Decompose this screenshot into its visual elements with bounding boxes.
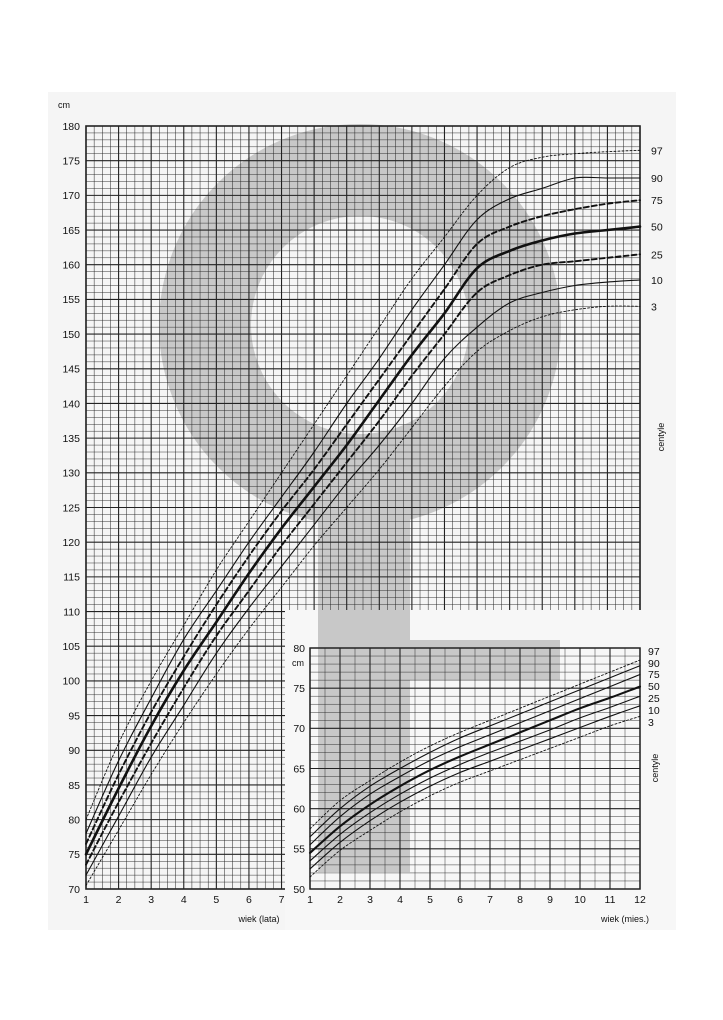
- inset-x-axis-label: wiek (mies.): [600, 914, 649, 924]
- main-centile-label-p75: 75: [651, 195, 663, 207]
- main-x-tick-label: 3: [148, 894, 154, 906]
- main-y-tick-label: 160: [62, 260, 80, 272]
- main-y-tick-label: 150: [62, 329, 80, 341]
- main-centile-label-p10: 10: [651, 275, 663, 287]
- main-y-tick-label: 115: [63, 572, 80, 584]
- inset-y-tick-label: 70: [293, 723, 305, 735]
- main-y-tick-label: 130: [62, 468, 80, 480]
- inset-x-tick-label: 1: [307, 894, 313, 906]
- inset-x-tick-label: 4: [397, 894, 403, 906]
- inset-series-line-p50: [308, 685, 642, 854]
- main-centile-label-p25: 25: [651, 249, 663, 261]
- silhouette-base-inset: [410, 640, 560, 680]
- main-right-axis-label: centyle: [656, 423, 666, 452]
- silhouette-stem-inset: [318, 610, 410, 872]
- inset-right-axis-label: centyle: [650, 754, 660, 783]
- main-y-tick-label: 85: [68, 780, 80, 792]
- main-centile-label-p3: 3: [651, 301, 657, 313]
- main-x-tick-label: 2: [116, 894, 122, 906]
- inset-x-tick-label: 6: [457, 894, 463, 906]
- inset-centile-label-p50: 50: [648, 681, 660, 693]
- inset-x-tick-label: 5: [427, 894, 433, 906]
- main-y-unit-label: cm: [58, 100, 70, 110]
- inset-series-line-p3: [309, 715, 641, 878]
- inset-x-tick-label: 7: [487, 894, 493, 906]
- main-y-tick-label: 155: [62, 294, 80, 306]
- main-y-tick-label: 100: [62, 676, 80, 688]
- inset-series-line-p90: [309, 665, 641, 838]
- inset-y-tick-label: 65: [293, 763, 305, 775]
- main-chart-series: [84, 149, 642, 886]
- inset-x-tick-label: 12: [634, 894, 646, 906]
- inset-y-tick-label: 55: [293, 844, 305, 856]
- inset-series-line-p97: [309, 659, 641, 830]
- main-y-tick-label: 165: [62, 225, 80, 237]
- main-series-line-p75: [85, 199, 641, 845]
- main-x-tick-label: 4: [181, 894, 187, 906]
- inset-series-line-p10: [309, 705, 641, 870]
- main-y-tick-label: 70: [68, 884, 80, 896]
- main-x-tick-label: 7: [279, 894, 285, 906]
- inset-chart-series: [308, 659, 642, 878]
- main-x-tick-label: 1: [83, 894, 89, 906]
- main-series-line-p50: [84, 225, 642, 856]
- main-centile-label-p90: 90: [651, 173, 663, 185]
- inset-y-unit-label: cm: [292, 658, 304, 668]
- main-series-line-p97: [85, 149, 641, 821]
- main-y-tick-label: 175: [62, 155, 80, 167]
- main-centile-label-p50: 50: [651, 222, 663, 234]
- main-y-tick-label: 95: [68, 710, 80, 722]
- inset-centile-label-p75: 75: [648, 669, 660, 681]
- inset-y-tick-label: 75: [293, 683, 305, 695]
- inset-series-line-p25: [309, 695, 641, 862]
- main-y-tick-label: 125: [62, 502, 80, 514]
- inset-y-tick-label: 80: [293, 643, 305, 655]
- main-centile-label-p97: 97: [651, 145, 663, 157]
- main-y-tick-label: 170: [62, 190, 80, 202]
- inset-series-line-p75: [309, 673, 641, 846]
- main-y-tick-label: 145: [62, 364, 80, 376]
- inset-centile-label-p25: 25: [648, 693, 660, 705]
- main-y-tick-label: 135: [62, 433, 80, 445]
- main-series-line-p10: [85, 279, 641, 876]
- inset-plot-border: [309, 647, 641, 890]
- main-y-tick-label: 120: [62, 537, 80, 549]
- main-x-tick-label: 6: [246, 894, 252, 906]
- main-x-axis-label: wiek (lata): [237, 914, 279, 924]
- inset-centile-label-p10: 10: [648, 705, 660, 717]
- main-y-tick-label: 105: [62, 641, 80, 653]
- main-x-tick-label: 5: [213, 894, 219, 906]
- main-y-tick-label: 140: [62, 398, 80, 410]
- main-chart-labels: 7075808590951001051101151201251301351401…: [58, 100, 666, 924]
- inset-y-tick-label: 50: [293, 884, 305, 896]
- inset-y-tick-label: 60: [293, 803, 305, 815]
- inset-x-tick-label: 2: [337, 894, 343, 906]
- main-series-line-p90: [85, 176, 641, 835]
- inset-centile-label-p3: 3: [648, 717, 654, 729]
- main-y-tick-label: 80: [68, 814, 80, 826]
- main-series-line-p3: [85, 305, 641, 886]
- inset-x-tick-label: 11: [605, 894, 616, 906]
- main-series-line-p25: [85, 253, 641, 866]
- inset-centile-label-p97: 97: [648, 646, 660, 658]
- main-y-tick-label: 180: [62, 121, 80, 133]
- inset-x-tick-label: 10: [574, 894, 586, 906]
- inset-x-tick-label: 8: [517, 894, 523, 906]
- main-y-tick-label: 110: [63, 606, 80, 618]
- inset-x-tick-label: 9: [547, 894, 553, 906]
- main-y-tick-label: 75: [68, 849, 80, 861]
- inset-x-tick-label: 3: [367, 894, 373, 906]
- inset-centile-label-p90: 90: [648, 658, 660, 670]
- main-y-tick-label: 90: [68, 745, 80, 757]
